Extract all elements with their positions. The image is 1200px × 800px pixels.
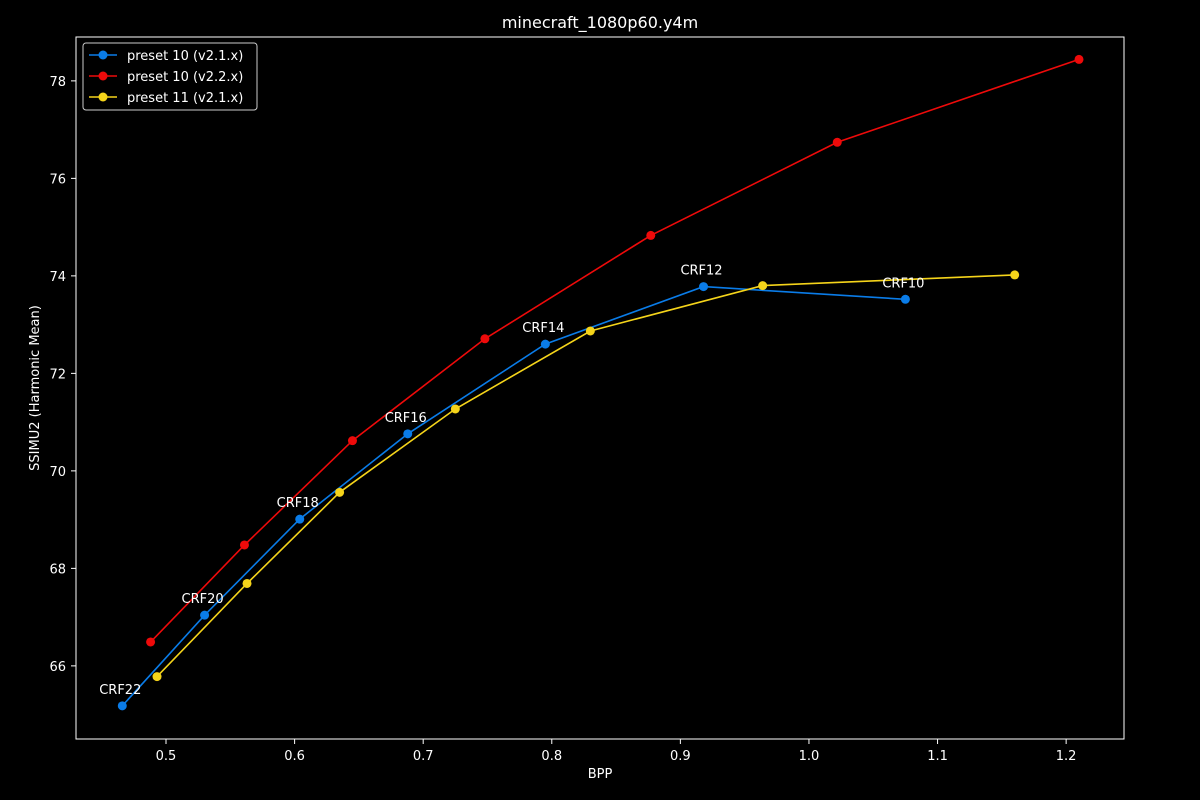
crf-annotation: CRF18 — [277, 496, 319, 511]
series-1-point — [403, 429, 413, 439]
series-1-point — [200, 610, 210, 620]
y-tick-label: 76 — [49, 172, 66, 187]
series-3-point — [335, 487, 345, 497]
chart-title: minecraft_1080p60.y4m — [502, 13, 698, 33]
crf-annotation: CRF12 — [680, 264, 722, 279]
legend-marker — [98, 71, 108, 81]
annotation-layer: CRF22 CRF20 CRF18 CRF16 CRF14 CRF12 CRF10 — [99, 264, 924, 698]
x-tick-label: 1.0 — [799, 749, 820, 764]
x-tick-label: 0.9 — [670, 749, 691, 764]
crf-annotation: CRF14 — [522, 321, 564, 336]
series-3-point — [242, 578, 252, 588]
series-1-point — [295, 514, 305, 524]
legend-box — [82, 42, 258, 111]
x-tick-label: 0.7 — [413, 749, 434, 764]
y-tick-label: 74 — [49, 270, 66, 285]
legend-marker — [98, 50, 108, 60]
y-axis-label: SSIMU2 (Harmonic Mean) — [28, 305, 43, 471]
series-1-point — [900, 294, 910, 304]
y-axis: 66 68 70 72 74 76 78 — [49, 75, 76, 675]
crf-annotation: CRF16 — [385, 411, 427, 426]
series-2-point — [1074, 54, 1084, 64]
series-3-point — [450, 404, 460, 414]
crf-annotation: CRF10 — [882, 276, 924, 291]
series-3-point — [585, 326, 595, 336]
plot-frame — [75, 36, 1125, 740]
legend-label: preset 10 (v2.2.x) — [127, 70, 243, 85]
series-3-point — [758, 281, 768, 291]
series-2-point — [347, 436, 357, 446]
legend-label: preset 10 (v2.1.x) — [127, 49, 243, 64]
x-tick-label: 0.8 — [541, 749, 562, 764]
series-2-point — [239, 540, 249, 550]
x-tick-label: 1.2 — [1056, 749, 1077, 764]
y-tick-label: 72 — [49, 367, 66, 382]
x-tick-label: 0.5 — [156, 749, 177, 764]
y-tick-label: 68 — [49, 562, 66, 577]
x-tick-label: 0.6 — [284, 749, 305, 764]
series-1-point — [117, 701, 127, 711]
series-2-point — [832, 137, 842, 147]
series-2-point — [646, 230, 656, 240]
x-axis-label: BPP — [588, 767, 613, 782]
y-tick-label: 66 — [49, 660, 66, 675]
series-3-point — [1010, 270, 1020, 280]
series-1-point — [540, 339, 550, 349]
series-2-point — [480, 334, 490, 344]
series-line-1 — [121, 285, 906, 707]
legend-marker — [98, 92, 108, 102]
series-1-point — [699, 282, 709, 292]
x-axis: 0.5 0.6 0.7 0.8 0.9 1.0 1.1 1.2 — [156, 739, 1077, 764]
x-tick-label: 1.1 — [927, 749, 948, 764]
y-tick-label: 78 — [49, 75, 66, 90]
series-2-point — [146, 637, 156, 647]
series-3-point — [152, 672, 162, 682]
legend: preset 10 (v2.1.x) preset 10 (v2.2.x) pres… — [82, 42, 258, 111]
crf-annotation: CRF20 — [182, 592, 224, 607]
crf-annotation: CRF22 — [99, 683, 141, 698]
legend-label: preset 11 (v2.1.x) — [127, 91, 243, 106]
y-tick-label: 70 — [49, 465, 66, 480]
series-line-3 — [156, 274, 1015, 678]
series-line-2 — [150, 58, 1080, 643]
series-layer — [117, 54, 1084, 711]
